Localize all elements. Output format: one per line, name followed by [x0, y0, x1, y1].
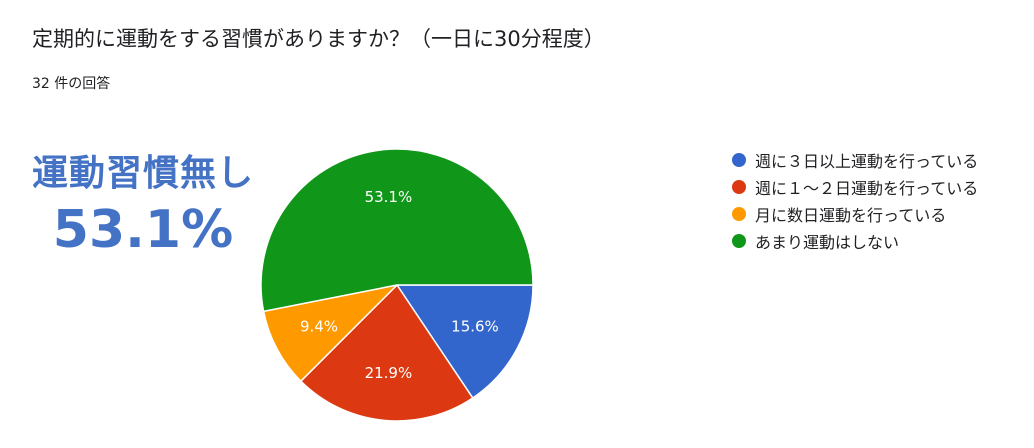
legend: 週に３日以上運動を行っている 週に１〜２日運動を行っている 月に数日運動を行っている… [732, 146, 978, 254]
pie-slice-2[interactable] [299, 283, 474, 422]
slice-value-label-3: 9.4% [300, 318, 338, 336]
callout: 運動習慣無し 53.1% [18, 150, 268, 262]
legend-dot-icon [732, 179, 746, 194]
callout-value: 53.1% [52, 200, 234, 260]
pie-slice-4[interactable] [260, 148, 534, 313]
slice-value-label-1: 15.6% [451, 318, 499, 336]
legend-dot-icon [732, 152, 746, 167]
legend-item-2[interactable]: 週に１〜２日運動を行っている [732, 173, 978, 200]
legend-label: 週に３日以上運動を行っている [755, 151, 979, 171]
slice-value-label-4: 53.1% [365, 188, 413, 206]
legend-dot-icon [732, 233, 746, 248]
pie-slice-3[interactable] [262, 283, 400, 383]
legend-label: 月に数日運動を行っている [755, 205, 947, 225]
question-title: 定期的に運動をする習慣がありますか？（一日に30分程度） [32, 27, 605, 51]
pie-slice-1[interactable] [395, 284, 534, 400]
legend-label: 週に１〜２日運動を行っている [755, 178, 979, 198]
response-count: 32 件の回答 [32, 76, 111, 92]
slice-value-label-2: 21.9% [365, 364, 413, 382]
legend-item-3[interactable]: 月に数日運動を行っている [732, 200, 978, 227]
legend-dot-icon [732, 206, 746, 221]
callout-label: 運動習慣無し [31, 153, 254, 194]
legend-item-4[interactable]: あまり運動はしない [732, 227, 978, 254]
legend-label: あまり運動はしない [755, 232, 900, 252]
legend-item-1[interactable]: 週に３日以上運動を行っている [732, 146, 978, 173]
